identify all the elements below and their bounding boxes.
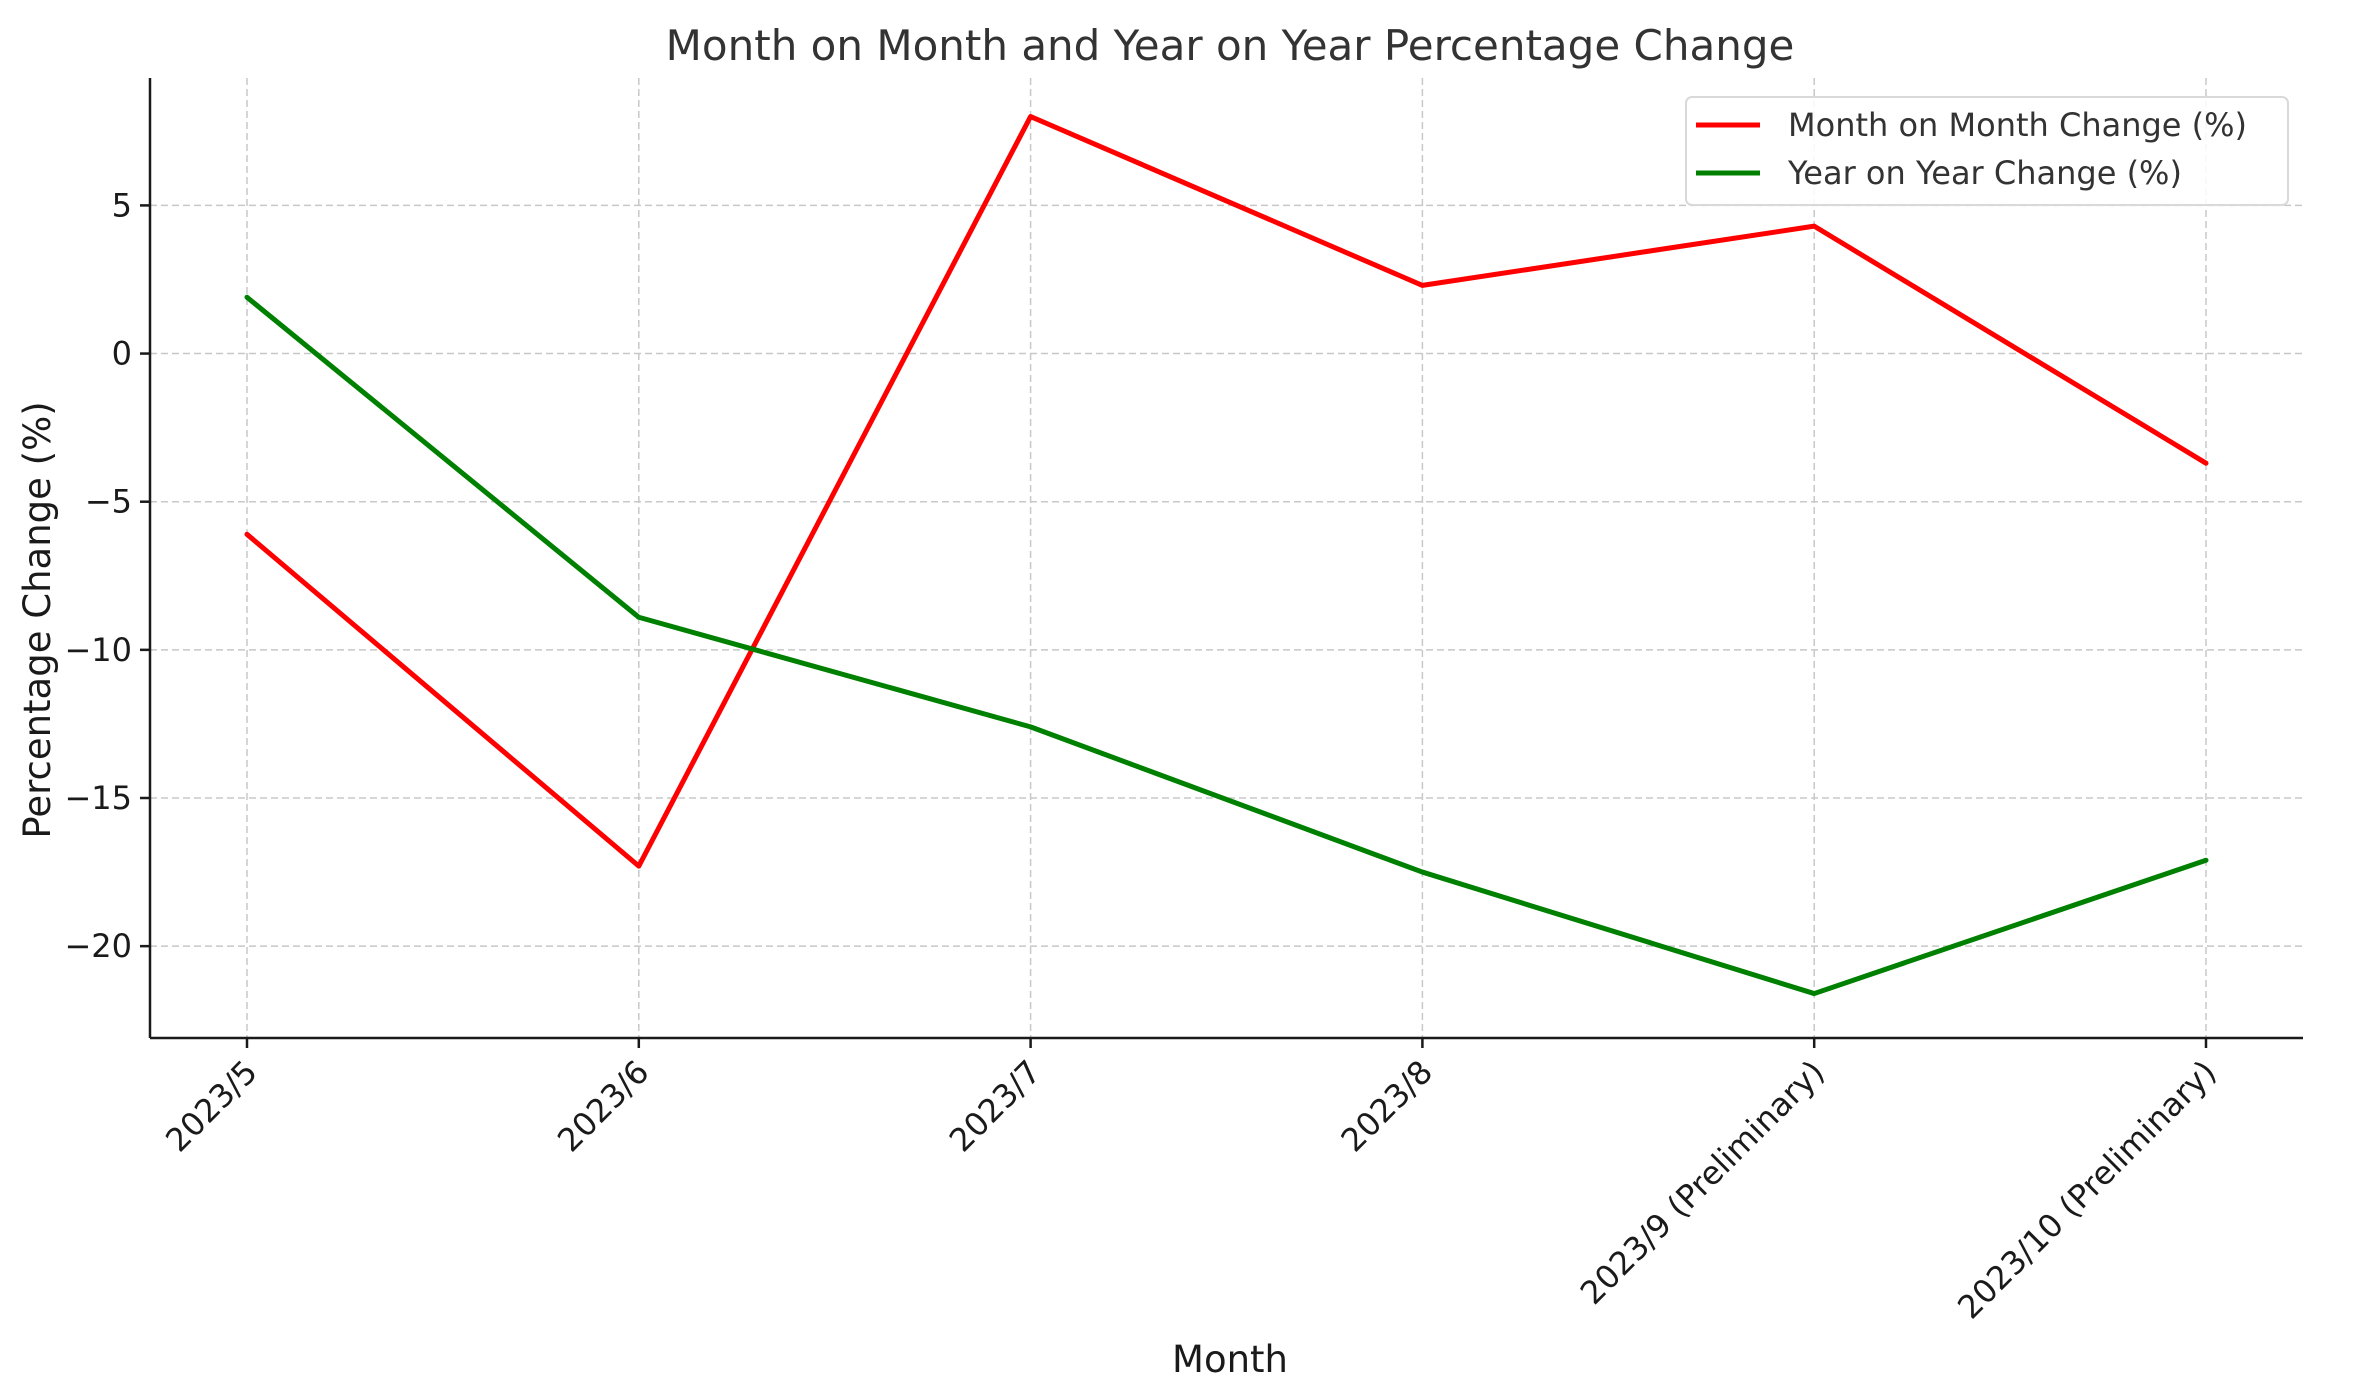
series-line-month-on-month	[244, 114, 2209, 869]
legend-label: Month on Month Change (%)	[1788, 106, 2247, 144]
chart-title: Month on Month and Year on Year Percenta…	[666, 21, 1795, 70]
x-axis-label: Month	[1172, 1338, 1288, 1381]
y-tick-label: −10	[64, 631, 132, 669]
y-axis-label: Percentage Change (%)	[16, 401, 59, 838]
x-tick-label: 2023/8	[1334, 1053, 1440, 1159]
x-tick-label: 2023/9 (Preliminary)	[1573, 1053, 1832, 1312]
legend-label: Year on Year Change (%)	[1787, 154, 2182, 192]
series-line-year-on-year	[244, 294, 2209, 997]
legend-box	[1685, 96, 2289, 206]
series-lines	[244, 114, 2209, 997]
y-tick-label: −5	[85, 483, 132, 521]
tick-labels: 5 0 −5 −10 −15 −20 2023/5 2023/6 2023/7 2023/8 202…	[64, 186, 2223, 1326]
y-tick-label: 5	[112, 186, 132, 224]
grid	[150, 78, 2303, 1038]
legend: Month on Month Change (%) Year on Year Ch…	[1685, 96, 2289, 206]
x-tick-label: 2023/5	[158, 1053, 264, 1159]
x-tick-label: 2023/10 (Preliminary)	[1950, 1053, 2223, 1326]
axes	[140, 78, 2303, 1048]
y-tick-label: −20	[64, 927, 132, 965]
x-tick-label: 2023/7	[942, 1053, 1048, 1159]
y-tick-label: −15	[64, 779, 132, 817]
y-tick-label: 0	[112, 335, 132, 373]
x-tick-label: 2023/6	[550, 1053, 656, 1159]
